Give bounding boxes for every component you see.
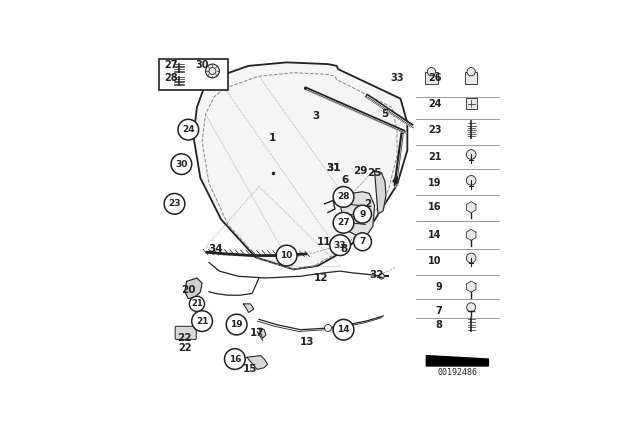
Circle shape [276, 245, 297, 266]
Text: 29: 29 [353, 166, 368, 176]
Text: 28: 28 [337, 193, 350, 202]
Bar [465, 72, 477, 84]
Polygon shape [247, 356, 268, 370]
Circle shape [353, 233, 371, 251]
Circle shape [467, 303, 476, 312]
Text: 11: 11 [317, 237, 332, 247]
Circle shape [428, 68, 436, 76]
Text: 33: 33 [390, 73, 404, 83]
Text: 31: 31 [326, 163, 340, 172]
Text: 2: 2 [364, 199, 371, 209]
Polygon shape [339, 192, 374, 238]
Text: 33: 33 [334, 241, 346, 250]
Circle shape [333, 319, 354, 340]
Text: 12: 12 [314, 273, 328, 283]
Circle shape [353, 205, 371, 223]
Polygon shape [259, 328, 266, 338]
Text: 6: 6 [342, 175, 349, 185]
Text: 14: 14 [337, 325, 350, 334]
Text: 10: 10 [428, 256, 442, 266]
Text: 27: 27 [164, 60, 178, 70]
Bar [466, 98, 477, 109]
Polygon shape [185, 278, 202, 299]
Bar [159, 59, 228, 90]
Text: 24: 24 [428, 99, 442, 109]
Circle shape [467, 176, 476, 185]
Circle shape [171, 154, 192, 174]
Polygon shape [467, 202, 476, 213]
Text: 30: 30 [195, 60, 209, 70]
Text: 00192486: 00192486 [437, 368, 477, 377]
Text: 24: 24 [182, 125, 195, 134]
Text: 3: 3 [312, 111, 319, 121]
Text: 21: 21 [196, 317, 209, 326]
Polygon shape [193, 62, 407, 269]
Circle shape [189, 296, 205, 311]
Polygon shape [426, 356, 488, 366]
Text: 23: 23 [428, 125, 442, 135]
Circle shape [178, 119, 198, 140]
Text: 1: 1 [269, 133, 276, 143]
Text: 20: 20 [181, 285, 196, 295]
Text: 22: 22 [178, 343, 191, 353]
Text: 28: 28 [164, 73, 178, 83]
Circle shape [379, 273, 384, 279]
Text: 19: 19 [428, 178, 442, 188]
Text: 26: 26 [428, 73, 442, 83]
Circle shape [333, 186, 354, 207]
Text: 10: 10 [280, 251, 292, 260]
Circle shape [226, 314, 247, 335]
Circle shape [205, 64, 220, 78]
Circle shape [467, 150, 476, 159]
FancyBboxPatch shape [175, 326, 196, 340]
Bar [425, 72, 438, 84]
Text: 16: 16 [228, 354, 241, 363]
Text: 23: 23 [168, 199, 180, 208]
Circle shape [333, 212, 354, 233]
Text: 8: 8 [340, 244, 347, 254]
Text: 34: 34 [209, 244, 223, 254]
Polygon shape [374, 171, 386, 214]
Text: 5: 5 [381, 109, 388, 119]
Text: 25: 25 [367, 168, 382, 178]
Text: 9: 9 [435, 282, 442, 292]
Circle shape [330, 235, 351, 255]
Text: 31: 31 [326, 163, 340, 172]
Text: 7: 7 [435, 306, 442, 316]
Text: 7: 7 [359, 237, 365, 246]
Circle shape [467, 68, 476, 76]
Circle shape [192, 311, 212, 332]
Text: 27: 27 [337, 218, 350, 227]
Circle shape [324, 324, 332, 332]
Text: 14: 14 [428, 230, 442, 240]
Text: 17: 17 [250, 328, 264, 338]
Polygon shape [467, 229, 476, 241]
Text: 15: 15 [243, 364, 258, 375]
Text: 9: 9 [359, 210, 365, 219]
Text: 22: 22 [177, 333, 192, 343]
Text: 8: 8 [435, 319, 442, 330]
Text: 21: 21 [428, 152, 442, 162]
Polygon shape [243, 304, 254, 313]
Circle shape [164, 194, 185, 214]
Circle shape [356, 212, 366, 223]
Text: 21: 21 [191, 299, 203, 308]
Text: 16: 16 [428, 202, 442, 212]
Text: 32: 32 [369, 270, 383, 280]
Circle shape [225, 349, 245, 370]
Polygon shape [467, 281, 476, 292]
Text: 13: 13 [300, 337, 314, 347]
Text: 19: 19 [230, 320, 243, 329]
Circle shape [467, 253, 476, 263]
Text: 30: 30 [175, 159, 188, 168]
Text: 4: 4 [392, 177, 399, 186]
